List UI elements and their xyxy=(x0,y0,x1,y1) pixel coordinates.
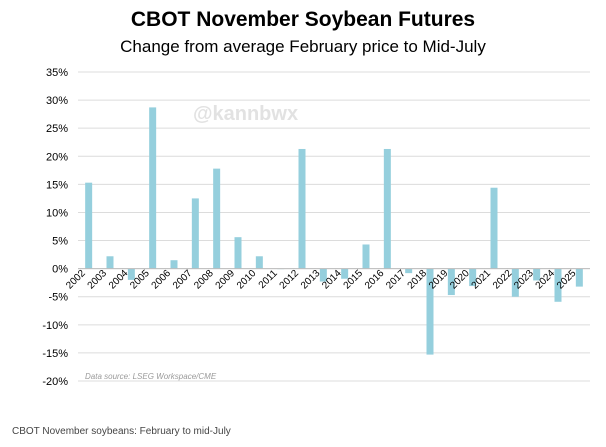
chart-title: CBOT November Soybean Futures xyxy=(130,8,476,31)
x-tick-label: 2009 xyxy=(214,268,238,292)
bar xyxy=(447,268,455,296)
bar xyxy=(383,148,391,269)
bar xyxy=(575,268,583,287)
bar xyxy=(511,268,519,297)
y-tick-label: -20% xyxy=(42,376,68,388)
bar xyxy=(191,198,199,269)
bar xyxy=(255,256,263,269)
bar xyxy=(319,268,327,282)
bar xyxy=(341,268,349,279)
x-tick-label: 2013 xyxy=(299,268,323,292)
x-tick-label: 2012 xyxy=(278,268,302,292)
bar xyxy=(533,268,541,281)
bar xyxy=(426,268,434,355)
y-tick-label: -15% xyxy=(42,348,68,360)
x-tick-label: 2011 xyxy=(257,268,280,291)
y-tick-label: 10% xyxy=(46,207,68,219)
x-tick-label: 2017 xyxy=(384,268,408,292)
y-tick-label: 15% xyxy=(46,179,68,191)
data-source-note: Data source: LSEG Workspace/CME xyxy=(85,372,217,381)
x-tick-label: 2022 xyxy=(491,268,515,292)
bar xyxy=(405,268,413,274)
x-tick-label: 2003 xyxy=(86,268,110,292)
y-tick-label: 0% xyxy=(52,264,68,276)
bar xyxy=(298,148,306,269)
bar xyxy=(149,107,157,269)
bar xyxy=(213,168,221,269)
x-tick-label: 2004 xyxy=(107,268,131,292)
bar xyxy=(170,260,178,269)
bar xyxy=(362,244,370,269)
bar xyxy=(85,182,93,269)
image-caption: CBOT November soybeans: February to mid-… xyxy=(12,426,231,437)
chart-subtitle: Change from average February price to Mi… xyxy=(120,37,486,56)
x-tick-label: 2007 xyxy=(171,268,195,292)
bar xyxy=(106,256,114,269)
y-tick-label: -10% xyxy=(42,320,68,332)
bar xyxy=(127,268,135,280)
bar xyxy=(234,237,242,269)
y-tick-label: 30% xyxy=(46,95,68,107)
x-tick-label: 2010 xyxy=(235,268,259,292)
x-tick-label: 2016 xyxy=(363,268,387,292)
watermark: @kannbwx xyxy=(193,103,299,125)
y-tick-label: 5% xyxy=(52,236,68,248)
y-tick-label: 35% xyxy=(46,67,68,79)
x-tick-label: 2008 xyxy=(192,268,216,292)
y-tick-label: -5% xyxy=(48,292,68,304)
bar xyxy=(469,268,477,287)
x-tick-label: 2006 xyxy=(150,268,174,292)
bar xyxy=(554,268,562,302)
bar xyxy=(490,187,498,269)
y-tick-label: 25% xyxy=(46,123,68,135)
y-tick-label: 20% xyxy=(46,151,68,163)
